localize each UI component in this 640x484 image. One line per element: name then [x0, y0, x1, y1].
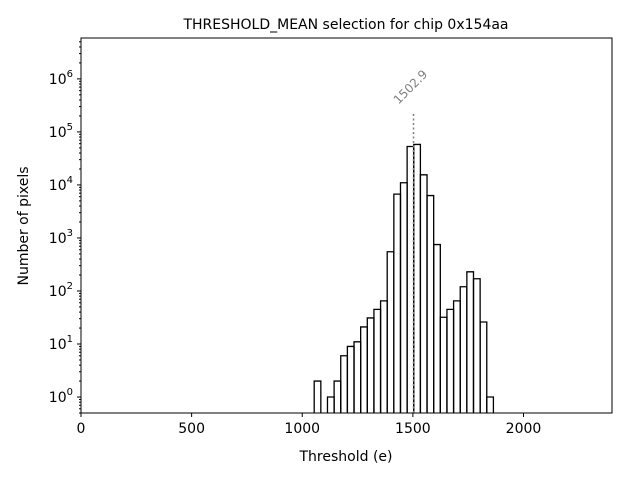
chart-title: THRESHOLD_MEAN selection for chip 0x154a…: [182, 17, 508, 33]
histogram-bin: [353, 341, 362, 413]
histogram-bin: [406, 145, 415, 413]
histogram-bin: [486, 396, 495, 413]
histogram-bin: [386, 251, 395, 413]
histogram-bin: [433, 243, 441, 413]
histogram-bin: [379, 300, 388, 413]
histogram-bin: [366, 317, 375, 413]
histogram-bin: [472, 278, 481, 413]
y-axis-label: Number of pixels: [16, 166, 32, 285]
histogram-bin: [373, 308, 382, 413]
histogram-bin: [446, 308, 455, 413]
y-tick-label: 106: [49, 69, 73, 88]
histogram-bin: [340, 355, 349, 413]
histogram-bin: [459, 286, 468, 413]
x-tick-label: 0: [77, 421, 86, 437]
histogram-bin: [333, 380, 342, 413]
y-tick-label: 101: [49, 334, 73, 353]
histogram-bin: [413, 143, 422, 413]
axes-frame: [80, 37, 613, 414]
histogram-bin: [326, 396, 335, 413]
x-tick-label: 2000: [506, 421, 542, 437]
histogram-bin: [399, 182, 408, 413]
histogram-bin: [346, 345, 355, 413]
plot-area: 1502.9 0 500 1000 1500 2000 100 101 102 103 104 105…: [49, 41, 542, 437]
histogram-bin: [426, 194, 435, 413]
histogram-bin: [466, 271, 475, 413]
x-tick-label: 1500: [395, 421, 431, 437]
y-tick-label: 100: [49, 387, 73, 406]
histogram-bin: [313, 380, 322, 413]
histogram-bin: [419, 174, 428, 413]
histogram-bin: [360, 326, 368, 413]
y-tick-label: 104: [49, 175, 73, 194]
y-tick-label: 102: [49, 281, 73, 300]
mean-marker-label: 1502.9: [391, 67, 431, 107]
y-tick-label: 105: [49, 122, 73, 141]
x-tick-label: 500: [178, 421, 205, 437]
histogram-bin: [452, 300, 461, 413]
x-axis-label: Threshold (e): [299, 449, 393, 465]
x-tick-label: 1000: [284, 421, 320, 437]
histogram-bin: [479, 321, 488, 413]
histogram-bin: [393, 193, 402, 413]
y-tick-label: 103: [49, 228, 73, 247]
histogram-bin: [439, 316, 448, 413]
